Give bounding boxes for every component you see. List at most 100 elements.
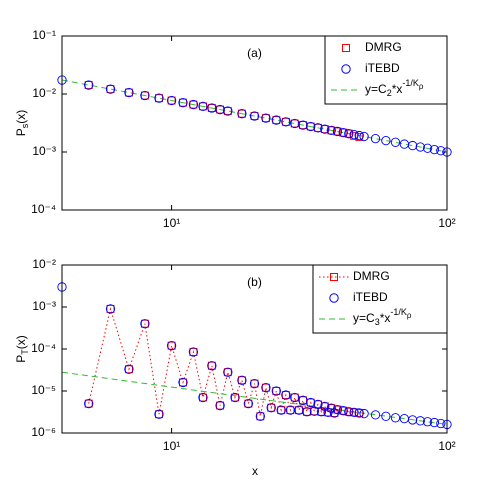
circle-marker	[140, 90, 150, 101]
circle-marker	[166, 341, 177, 351]
square-marker	[84, 399, 93, 408]
series-layer	[62, 306, 447, 425]
legend-label: y=C2*x-1/Kρ	[365, 78, 424, 98]
circle-marker	[266, 403, 276, 413]
square-marker	[237, 376, 246, 385]
x-axis-label: x	[252, 464, 258, 478]
series-line	[88, 306, 360, 417]
y-tick-label: 10⁻⁶	[31, 425, 56, 439]
square-marker	[199, 102, 207, 111]
square-marker	[207, 104, 216, 112]
circle-marker	[154, 409, 164, 419]
circle-marker	[178, 98, 188, 108]
x-tick-label: 10¹	[163, 439, 180, 453]
panel-label: (b)	[247, 275, 262, 289]
y-tick-label: 10⁻⁴	[31, 202, 56, 216]
y-tick-label: 10⁻³	[32, 299, 56, 313]
y-axis-label: Ps(x)	[14, 110, 30, 137]
square-marker	[290, 119, 299, 128]
circle-marker	[249, 378, 260, 389]
square-marker	[333, 405, 342, 414]
circle-marker	[359, 408, 369, 419]
circle-marker	[407, 415, 418, 425]
square-marker	[281, 117, 290, 126]
square-marker	[231, 393, 240, 402]
circle-marker	[338, 406, 348, 416]
circle-marker	[326, 403, 336, 413]
circle-marker	[354, 130, 364, 141]
circle-marker	[271, 115, 281, 125]
series-layer	[62, 79, 447, 153]
circle-marker	[281, 390, 291, 400]
square-marker	[261, 114, 270, 123]
legend-label: DMRG	[365, 40, 402, 54]
circle-marker	[415, 416, 425, 426]
square-marker	[250, 379, 259, 388]
y-tick-label: 10⁻²	[32, 86, 56, 100]
circle-marker	[223, 106, 233, 116]
square-marker	[250, 112, 259, 120]
circle-marker	[332, 126, 343, 137]
circle-marker	[255, 411, 265, 421]
circle-marker	[390, 137, 401, 147]
square-marker	[350, 408, 359, 417]
circle-marker	[329, 408, 340, 418]
circle-marker	[344, 407, 354, 417]
square-marker	[244, 399, 253, 408]
square-marker	[333, 127, 342, 136]
x-tick-label: 10²	[438, 439, 455, 453]
series-line	[62, 371, 447, 425]
square-marker	[344, 407, 353, 416]
y-tick-label: 10⁻⁴	[31, 341, 56, 355]
circle-marker	[390, 413, 401, 423]
circle-marker	[332, 404, 343, 415]
circle-marker	[422, 417, 433, 427]
circle-marker	[407, 140, 418, 151]
circle-marker	[276, 405, 286, 415]
square-marker	[344, 129, 353, 138]
legend-box	[312, 264, 448, 334]
circle-marker	[84, 398, 94, 409]
circle-marker	[261, 113, 271, 123]
square-marker	[290, 393, 299, 402]
y-tick-label: 10⁻¹	[32, 28, 56, 42]
legend-marker	[342, 44, 350, 52]
square-marker	[124, 88, 133, 97]
series-line	[62, 79, 447, 153]
circle-marker	[349, 130, 359, 140]
square-marker	[256, 412, 265, 421]
circle-marker	[261, 383, 271, 393]
circle-marker	[188, 99, 199, 110]
circle-marker	[166, 95, 177, 106]
circle-marker	[230, 392, 240, 403]
circle-marker	[281, 117, 291, 127]
circle-marker	[249, 111, 260, 121]
square-marker	[199, 393, 207, 402]
y-tick-label: 10⁻³	[32, 144, 56, 158]
circle-marker	[237, 109, 247, 119]
legend-box	[324, 35, 448, 105]
legend-label: iTEBD	[353, 290, 388, 304]
y-tick-label: 10⁻⁵	[31, 383, 56, 397]
circle-marker	[320, 124, 330, 134]
circle-marker	[338, 127, 348, 138]
circle-marker	[381, 411, 391, 421]
y-axis-label: PT(x)	[14, 335, 30, 363]
square-marker	[355, 409, 364, 417]
circle-marker	[344, 129, 354, 139]
circle-marker	[140, 319, 150, 329]
circle-marker	[429, 417, 440, 428]
square-marker	[84, 81, 93, 89]
circle-marker	[154, 93, 164, 103]
circle-marker	[306, 121, 316, 132]
legend-marker	[329, 293, 339, 303]
circle-marker	[198, 101, 208, 112]
legend-marker	[330, 273, 338, 281]
square-marker	[294, 406, 303, 415]
circle-marker	[320, 401, 330, 412]
circle-marker	[313, 399, 323, 410]
square-marker	[140, 319, 149, 328]
legend-label: y=C3*x-1/Kρ	[353, 307, 412, 327]
square-marker	[261, 383, 270, 392]
